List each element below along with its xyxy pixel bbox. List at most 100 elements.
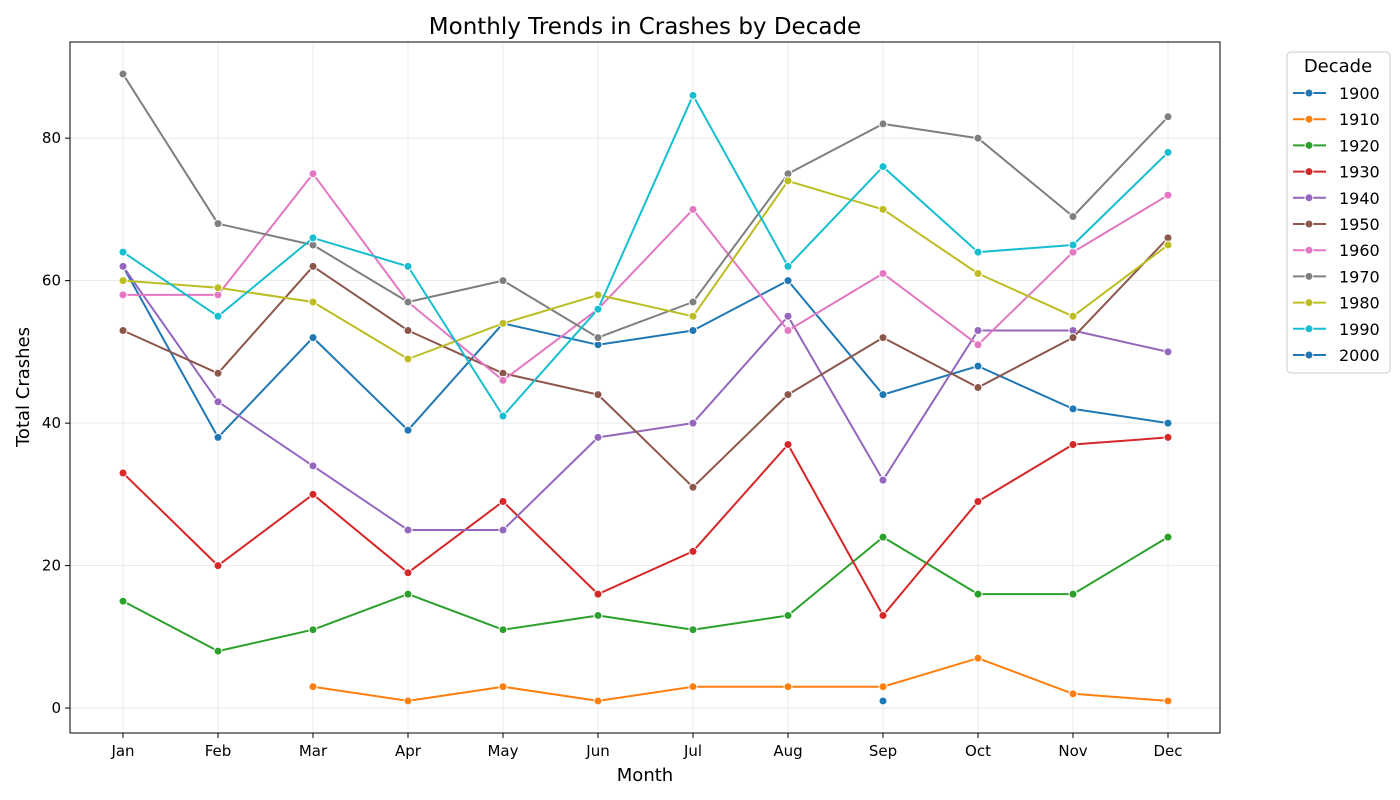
- data-point-1980: [213, 283, 223, 293]
- data-point-1930: [973, 496, 983, 506]
- data-point-1920: [878, 532, 888, 542]
- series-1970: [118, 69, 1173, 343]
- data-point-1920: [213, 646, 223, 656]
- data-point-1920: [973, 589, 983, 599]
- series-2000: [878, 696, 888, 706]
- data-point-1910: [878, 682, 888, 692]
- data-point-1980: [593, 290, 603, 300]
- legend-label-1940: 1940: [1339, 189, 1380, 208]
- data-point-1940: [308, 461, 318, 471]
- legend-marker-1950: [1304, 219, 1314, 229]
- data-point-1970: [213, 219, 223, 229]
- y-tick-label: 60: [42, 272, 61, 290]
- data-point-1950: [308, 261, 318, 271]
- x-tick-label: Feb: [205, 742, 232, 760]
- data-point-1920: [1163, 532, 1173, 542]
- data-point-1940: [403, 525, 413, 535]
- data-point-1980: [878, 204, 888, 214]
- data-point-1920: [498, 625, 508, 635]
- data-point-1990: [783, 261, 793, 271]
- data-point-1900: [1163, 418, 1173, 428]
- data-point-1960: [878, 269, 888, 279]
- data-point-1950: [1068, 333, 1078, 343]
- data-point-1950: [688, 482, 698, 492]
- legend-marker-1910: [1304, 114, 1314, 124]
- x-tick-label: Apr: [395, 742, 422, 760]
- data-point-1980: [1068, 311, 1078, 321]
- x-tick-label: Jan: [110, 742, 134, 760]
- data-point-1940: [593, 432, 603, 442]
- data-point-1940: [118, 261, 128, 271]
- plot-area-frame: [69, 41, 1221, 734]
- series-line-1910: [312, 657, 1169, 702]
- data-point-1970: [593, 333, 603, 343]
- data-point-1970: [118, 69, 128, 79]
- series-1980: [118, 176, 1173, 364]
- data-point-1980: [308, 297, 318, 307]
- series-line-1930: [122, 436, 1169, 617]
- legend-label-1980: 1980: [1339, 294, 1380, 313]
- series-1920: [118, 532, 1173, 656]
- legend-label-1920: 1920: [1339, 136, 1380, 155]
- x-tick-label: Sep: [869, 742, 897, 760]
- data-point-1920: [783, 610, 793, 620]
- data-point-1970: [498, 276, 508, 286]
- data-point-1910: [308, 682, 318, 692]
- legend-label-1900: 1900: [1339, 84, 1380, 103]
- data-point-1950: [973, 383, 983, 392]
- legend-items: 1900 1910 1920 1930 1940 1950 1960 1970 1980 1990…: [1293, 84, 1380, 365]
- data-point-1940: [973, 326, 983, 336]
- data-point-1940: [688, 418, 698, 428]
- data-point-1940: [878, 475, 888, 485]
- data-point-1970: [878, 119, 888, 129]
- y-tick-label: 0: [51, 699, 61, 717]
- series-line-1920: [122, 536, 1169, 653]
- data-point-1960: [1163, 190, 1173, 200]
- legend-marker-1960: [1304, 245, 1314, 255]
- x-axis-title: Month: [617, 765, 673, 786]
- data-point-1970: [973, 133, 983, 143]
- series-1930: [118, 432, 1173, 620]
- series-line-1980: [122, 179, 1169, 360]
- data-point-1900: [1068, 404, 1078, 414]
- series-1940: [118, 261, 1173, 535]
- legend-label-1960: 1960: [1339, 241, 1380, 260]
- data-point-1950: [783, 390, 793, 400]
- data-point-1980: [688, 311, 698, 321]
- data-point-2000: [878, 696, 888, 706]
- legend-marker-1900: [1304, 88, 1314, 98]
- data-point-1930: [1163, 432, 1173, 442]
- legend-title: Decade: [1304, 56, 1372, 77]
- data-point-1970: [688, 297, 698, 307]
- data-point-1950: [403, 326, 413, 336]
- series-line-1990: [122, 94, 1169, 417]
- data-point-1930: [593, 589, 603, 599]
- legend-label-1970: 1970: [1339, 267, 1380, 286]
- data-point-1920: [118, 596, 128, 606]
- data-point-1910: [688, 682, 698, 692]
- data-point-1920: [593, 610, 603, 620]
- data-point-1960: [498, 375, 508, 385]
- data-point-1930: [308, 489, 318, 499]
- data-point-1920: [1068, 589, 1078, 599]
- data-point-1950: [118, 326, 128, 336]
- legend-marker-1930: [1304, 167, 1314, 177]
- data-point-1930: [1068, 439, 1078, 449]
- data-point-1980: [973, 269, 983, 279]
- data-point-1910: [403, 696, 413, 706]
- data-point-1910: [593, 696, 603, 706]
- x-tick-label: Mar: [299, 742, 328, 760]
- legend-label-1910: 1910: [1339, 110, 1380, 129]
- data-point-1910: [1068, 689, 1078, 699]
- legend-label-1990: 1990: [1339, 320, 1380, 339]
- data-point-1980: [1163, 240, 1173, 250]
- data-point-1980: [498, 318, 508, 328]
- legend-label-2000: 2000: [1339, 346, 1380, 365]
- x-tick-label: Aug: [773, 742, 802, 760]
- data-point-1970: [1068, 212, 1078, 222]
- data-point-1930: [498, 496, 508, 506]
- legend-marker-2000: [1304, 350, 1314, 360]
- series-line-1960: [123, 172, 1169, 382]
- x-tick-label: May: [487, 742, 518, 760]
